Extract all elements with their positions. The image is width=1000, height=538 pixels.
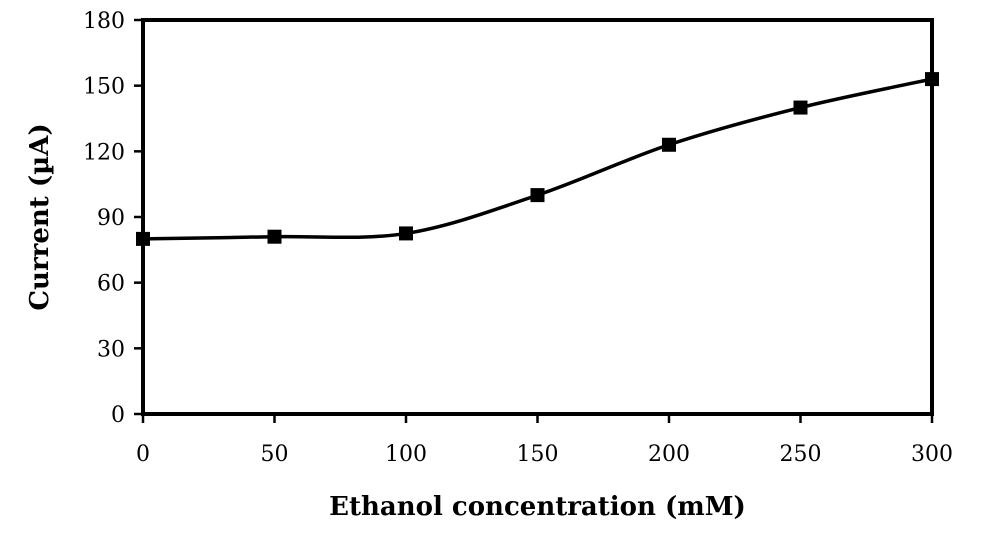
tick-labels-layer: 0 30 60 90 120 150 180 0 50 100 150 200 250 300 [83, 9, 953, 467]
x-tick-label: 0 [136, 442, 150, 467]
x-axis-title: Ethanol concentration (mM) [329, 492, 746, 522]
data-point-marker [793, 100, 808, 115]
y-tick-label: 120 [83, 140, 125, 165]
data-point-marker [530, 188, 545, 203]
y-tick-label: 180 [83, 9, 125, 34]
y-tick-label: 60 [97, 272, 125, 297]
y-tick-label: 150 [83, 75, 125, 100]
y-tick-label: 90 [97, 206, 125, 231]
x-tick-label: 50 [261, 442, 289, 467]
series-layer [136, 72, 939, 246]
y-axis-title: Current (µA) [25, 123, 55, 310]
data-point-marker [399, 226, 413, 241]
series-line [142, 77, 933, 241]
x-tick-label: 250 [780, 442, 822, 467]
y-tick-label: 0 [111, 403, 125, 428]
plot-frame [141, 18, 934, 416]
y-tick-label: 30 [97, 337, 125, 362]
x-tick-label: 100 [385, 442, 427, 467]
x-tick-label: 300 [911, 442, 953, 467]
data-point-marker [662, 137, 676, 152]
data-point-marker [267, 229, 282, 244]
ticks-layer [134, 18, 934, 423]
x-tick-label: 150 [517, 442, 559, 467]
x-tick-label: 200 [648, 442, 690, 467]
